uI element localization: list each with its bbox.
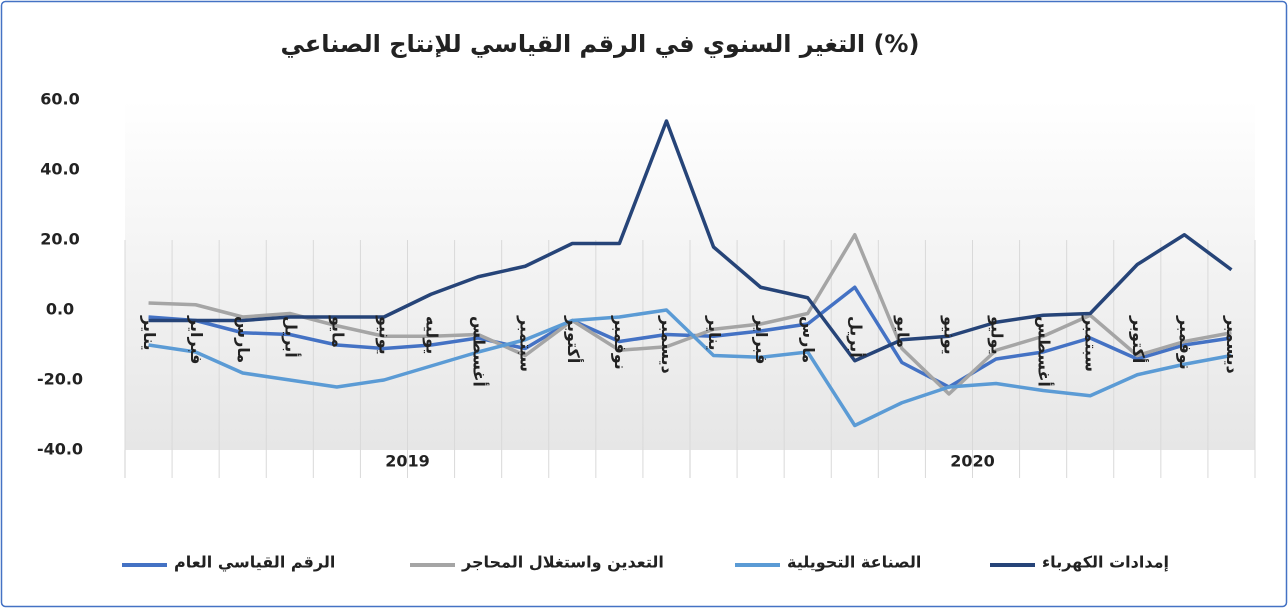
x-tick-label: نوفمبر xyxy=(1176,315,1195,370)
x-tick-label: أبريل xyxy=(281,316,301,358)
y-tick-label: 40.0 xyxy=(40,160,79,179)
x-tick-label: فبراير xyxy=(187,315,206,364)
y-tick-label: -40.0 xyxy=(37,440,83,459)
series-line xyxy=(148,119,1233,363)
x-tick-label: أبريل xyxy=(846,316,866,358)
x-tick-label: أكتوبر xyxy=(564,315,584,363)
y-tick-label: 0.0 xyxy=(46,300,74,319)
series-line xyxy=(148,285,1232,389)
legend-label: الرقم القياسي العام xyxy=(174,553,335,573)
x-tick-label: سبتمبر xyxy=(517,315,536,372)
x-tick-label: نوفمبر xyxy=(611,315,630,370)
x-tick-label: مارس xyxy=(799,316,818,363)
x-tick-label: يوليه xyxy=(423,316,442,354)
x-tick-label: يونيو xyxy=(940,315,959,355)
y-tick-label: -20.0 xyxy=(37,370,83,389)
y-tick-label: 60.0 xyxy=(40,90,79,109)
x-tick-label: مايو xyxy=(893,315,912,348)
x-tick-label: يونيو xyxy=(375,315,394,355)
x-tick-label: يوليو xyxy=(988,315,1007,355)
legend-label: الصناعة التحويلية xyxy=(787,553,921,572)
x-tick-label: يناير xyxy=(140,315,159,351)
x-tick-label: سبتمبر xyxy=(1082,315,1101,372)
x-tick-label: يناير xyxy=(705,315,724,351)
series-line xyxy=(148,233,1232,396)
chart-title: التغير السنوي في الرقم القياسي للإنتاج ا… xyxy=(281,30,920,58)
group-label: 2019 xyxy=(385,452,430,471)
legend-label: التعدين واستغلال المحاجر xyxy=(461,553,664,572)
group-label: 2020 xyxy=(950,452,995,471)
y-tick-label: 20.0 xyxy=(40,230,79,249)
x-tick-label: مارس xyxy=(234,316,253,363)
legend-label: إمدادات الكهرباء xyxy=(1042,553,1169,572)
x-tick-label: أغسطس xyxy=(470,316,490,387)
series-line xyxy=(148,308,1232,428)
x-tick-label: مايو xyxy=(328,315,347,348)
x-tick-label: ديسمبر xyxy=(1223,315,1242,374)
x-tick-label: ديسمبر xyxy=(658,315,677,374)
x-tick-label: فبراير xyxy=(752,315,771,364)
x-tick-label: أغسطس xyxy=(1035,316,1055,387)
x-tick-label: أكتوبر xyxy=(1129,315,1149,363)
